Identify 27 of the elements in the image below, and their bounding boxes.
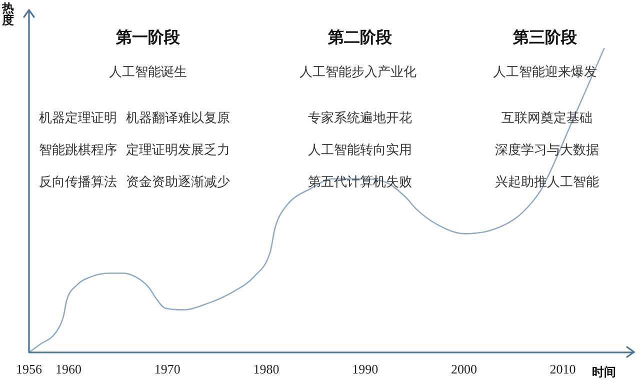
annotation: 专家系统遍地开花 [308, 110, 412, 127]
x-tick-label: 1960 [56, 362, 82, 377]
annotation: 反向传播算法 [39, 174, 117, 191]
annotation: 人工智能步入产业化 [300, 64, 416, 81]
x-tick-label: 1970 [154, 362, 180, 377]
x-tick-label: 1956 [16, 362, 42, 377]
x-tick-label: 2010 [550, 362, 576, 377]
x-axis-title: 时间 [592, 364, 616, 381]
text: 第二阶段 [328, 28, 392, 48]
annotation: 人工智能迎来爆发 [493, 64, 597, 81]
annotation: 机器定理证明 [39, 110, 117, 127]
annotation: 定理证明发展乏力 [126, 142, 230, 159]
annotation: 兴起助推人工智能 [495, 174, 599, 191]
text: 第一阶段 [116, 28, 180, 48]
annotation: 人工智能诞生 [109, 64, 187, 81]
annotation: 机器翻译难以复原 [126, 110, 230, 127]
annotation: 智能跳棋程序 [39, 142, 117, 159]
x-tick-label: 1990 [352, 362, 378, 377]
annotation: 第五代计算机失败 [308, 174, 412, 191]
text: 第三阶段 [513, 28, 577, 48]
annotation: 深度学习与大数据 [495, 142, 599, 159]
x-tick-label: 2000 [450, 362, 477, 377]
x-tick-label: 1980 [253, 362, 280, 377]
annotation: 互联网奠定基础 [502, 110, 592, 127]
annotation: 人工智能转向实用 [308, 142, 412, 159]
annotation: 资金资助逐渐减少 [126, 174, 230, 191]
y-axis-title: 热度 [2, 1, 15, 27]
